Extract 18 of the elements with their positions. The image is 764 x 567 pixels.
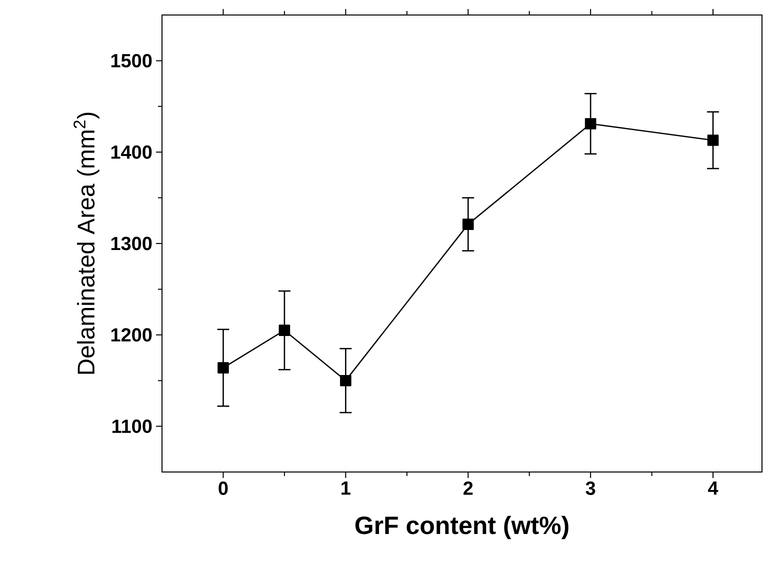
y-tick-label: 1200 — [111, 328, 152, 342]
y-axis-title: Delaminated Area (mm$^{2}$) — [74, 112, 100, 374]
point — [340, 374, 352, 386]
point — [707, 134, 719, 146]
point — [462, 218, 474, 230]
y-tick-label: 1100 — [112, 420, 152, 434]
y-tick-label: 1300 — [111, 236, 152, 250]
point — [218, 362, 229, 374]
x-tick-label: 1 — [342, 482, 350, 495]
x-tick-label: 0 — [218, 482, 228, 495]
point — [278, 324, 290, 336]
x-axis-title: GrF content (wt%) — [355, 516, 568, 540]
y-tick-label: 1500 — [111, 54, 152, 68]
x-tick-label: 3 — [586, 482, 596, 496]
x-tick-label: 2 — [463, 482, 473, 495]
point — [584, 118, 596, 130]
x-tick-label: 4 — [708, 482, 718, 495]
y-tick-label: 1400 — [111, 145, 152, 159]
